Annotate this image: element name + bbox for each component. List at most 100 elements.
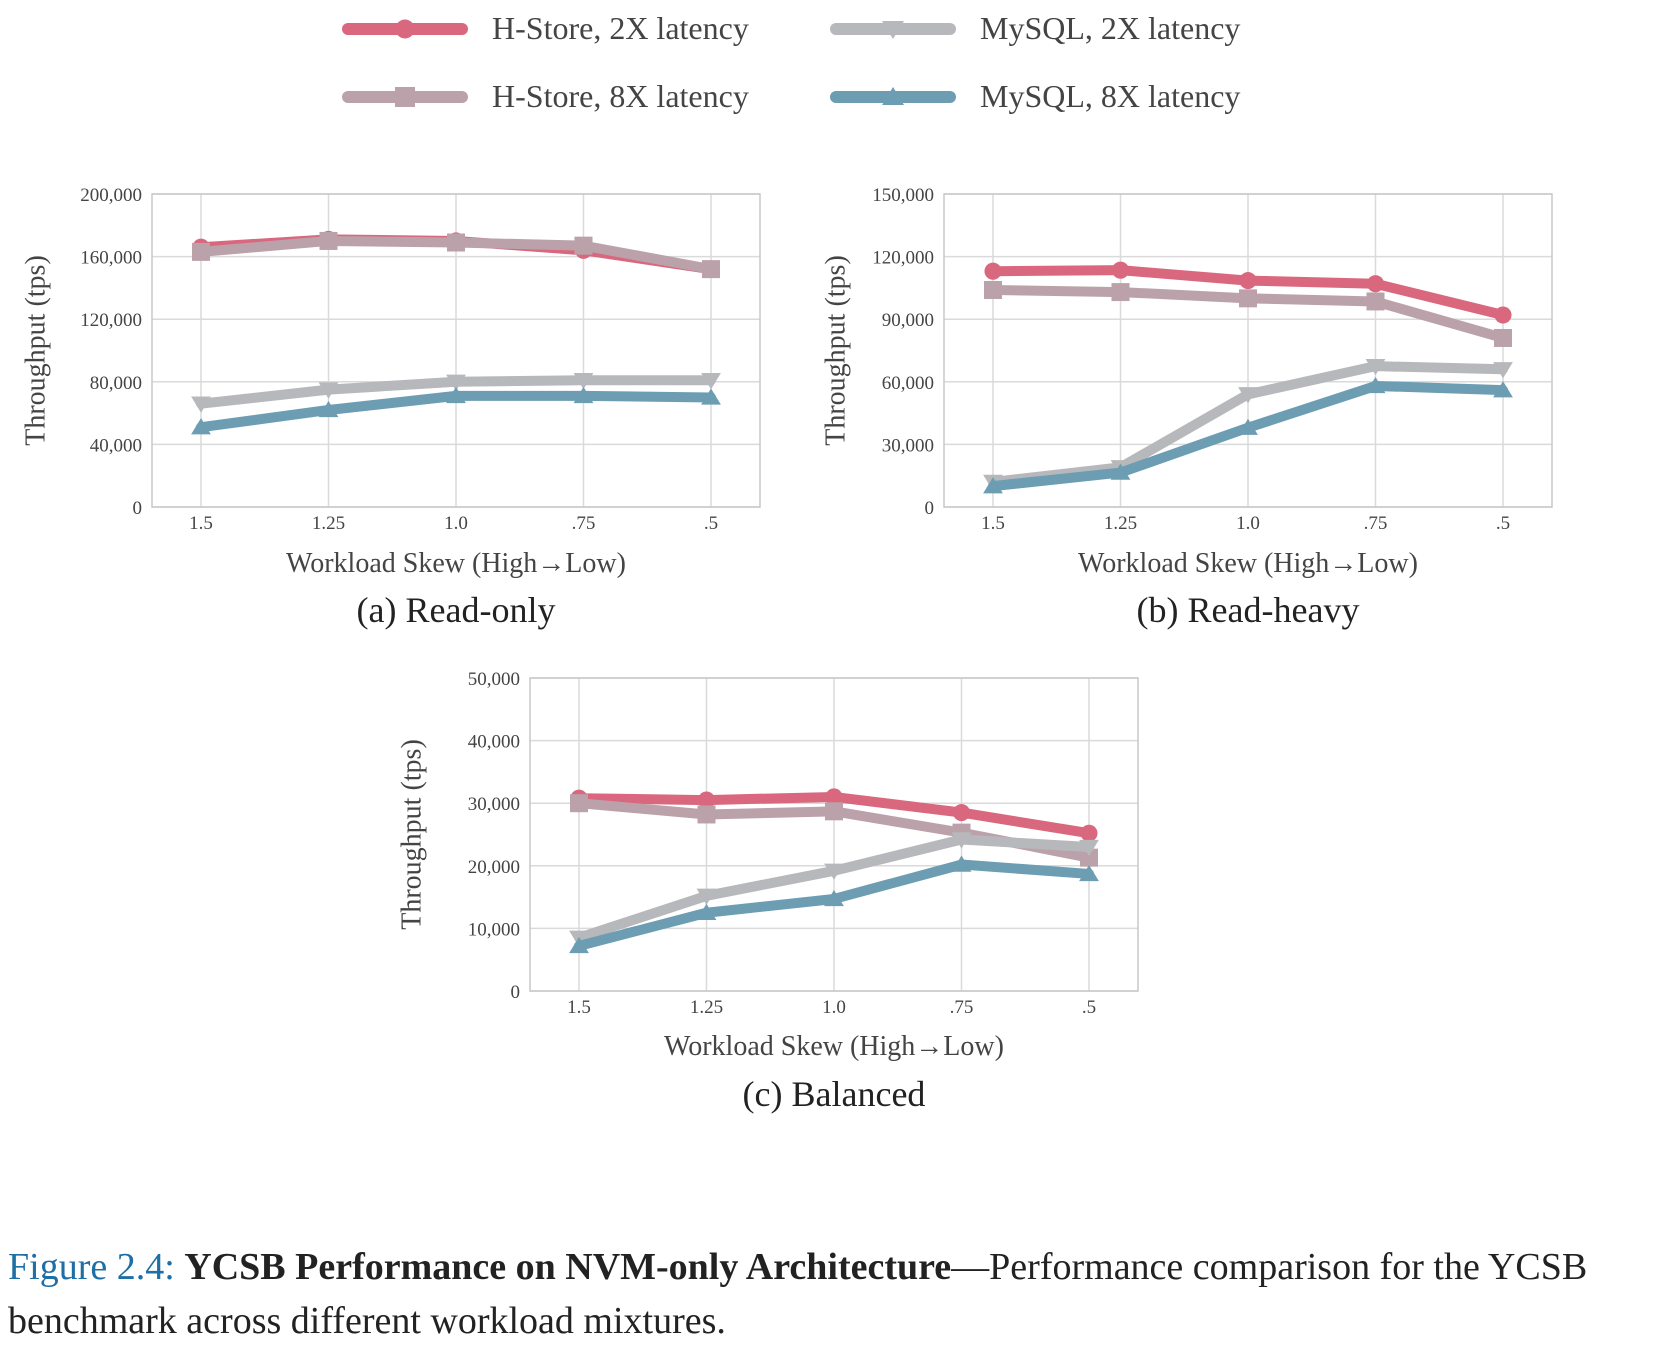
y-axis-label: Throughput (tps) <box>20 255 51 446</box>
data-point <box>574 236 593 255</box>
chart-panel-3: 0 10,000 20,000 30,000 40,000 50,000 1.5 1.25 1.… <box>396 669 1139 1114</box>
data-point <box>1366 292 1385 311</box>
chart-subtitle: (b) Read-heavy <box>1137 590 1360 630</box>
legend-marker <box>882 86 904 105</box>
y-tick-label: 80,000 <box>90 373 142 394</box>
y-tick-label: 0 <box>925 498 935 519</box>
legend-label-mysql-2x: MySQL, 2X latency <box>980 10 1241 46</box>
data-point <box>318 382 339 399</box>
x-tick-label: .75 <box>1364 513 1388 534</box>
legend-entry-hstore-2x: H-Store, 2X latency <box>340 10 749 47</box>
x-tick-label: .5 <box>704 513 718 534</box>
x-axis-label: Workload Skew (High→Low) <box>1078 548 1418 579</box>
data-point <box>1079 864 1099 882</box>
y-tick-label: 20,000 <box>468 857 520 878</box>
caption-title: YCSB Performance on NVM-only Architectur… <box>184 1246 952 1288</box>
legend-label-mysql-8x: MySQL, 8X latency <box>980 78 1241 114</box>
legend-marker <box>395 86 415 107</box>
data-point <box>1239 272 1257 290</box>
data-point <box>570 794 588 813</box>
data-point <box>825 788 843 806</box>
y-tick-label: 10,000 <box>468 919 520 940</box>
data-point <box>1238 418 1258 435</box>
data-point <box>192 242 210 261</box>
x-tick-label: 1.0 <box>1236 513 1260 534</box>
data-point <box>701 388 721 405</box>
series-h-store-2x-latency <box>984 261 1512 324</box>
series-h-store-8x-latency <box>984 280 1512 347</box>
legend-entry-hstore-8x: H-Store, 8X latency <box>340 78 749 115</box>
data-point <box>702 260 720 279</box>
x-tick-label: 1.5 <box>981 513 1005 534</box>
y-tick-label: 30,000 <box>882 435 934 456</box>
caption-text: —Performance comparison for the YCSB ben… <box>8 1246 1588 1342</box>
x-tick-label: 1.25 <box>1104 513 1137 534</box>
data-point <box>191 396 211 413</box>
legend-swatch-mysql-2x <box>830 20 956 39</box>
y-tick-label: 50,000 <box>468 669 520 690</box>
data-point <box>573 386 594 404</box>
data-point <box>1365 376 1386 394</box>
data-point <box>318 400 339 418</box>
data-point <box>984 280 1002 299</box>
plot-frame <box>943 193 1553 508</box>
chart-panel-1: 0 40,000 80,000 120,000 160,000 200,000 1.5 1.2… <box>20 185 761 630</box>
data-point <box>1111 261 1130 279</box>
data-point <box>569 936 589 954</box>
x-tick-label: 1.5 <box>567 997 591 1018</box>
data-point <box>446 386 466 404</box>
x-tick-label: 1.25 <box>312 513 345 534</box>
chart-legend: H-Store, 2X latency H-Store, 8X latency … <box>0 0 1664 150</box>
series-mysql-2x-latency <box>191 373 721 413</box>
data-point <box>951 855 972 872</box>
data-point <box>697 805 716 824</box>
data-point <box>1079 839 1099 857</box>
y-axis-label: Throughput (tps) <box>820 255 851 446</box>
series-mysql-8x-latency <box>983 376 1513 494</box>
y-tick-label: 90,000 <box>882 310 934 331</box>
series-mysql-8x-latency <box>569 855 1099 954</box>
series-mysql-2x-latency <box>569 832 1099 947</box>
chart-subtitle: (a) Read-only <box>357 590 556 630</box>
y-tick-label: 120,000 <box>80 310 142 331</box>
legend-entry-mysql-2x: MySQL, 2X latency <box>828 10 1240 47</box>
data-point <box>1494 306 1512 324</box>
data-point <box>1366 275 1385 293</box>
legend-swatch-hstore-8x <box>342 86 468 107</box>
data-point <box>824 863 844 880</box>
data-point <box>701 373 721 390</box>
data-point <box>1080 824 1098 842</box>
data-point <box>319 231 338 250</box>
y-axis-label: Throughput (tps) <box>396 739 427 930</box>
legend-label-hstore-2x: H-Store, 2X latency <box>492 10 749 46</box>
data-point <box>825 802 843 821</box>
data-point <box>696 888 717 905</box>
data-point <box>1080 848 1098 867</box>
data-point <box>984 262 1002 280</box>
y-tick-label: 40,000 <box>90 435 142 456</box>
y-tick-label: 60,000 <box>882 373 934 394</box>
data-point <box>696 903 717 920</box>
legend-marker <box>882 20 904 39</box>
data-point <box>1493 362 1513 379</box>
data-point <box>1494 328 1512 347</box>
data-point <box>191 418 211 435</box>
data-point <box>447 233 465 252</box>
chart-panel-2: 0 30,000 60,000 90,000 120,000 150,000 1.5 1.25… <box>820 185 1553 630</box>
y-tick-label: 40,000 <box>468 732 520 753</box>
caption-number: Figure 2.4: <box>8 1246 175 1288</box>
x-axis-label: Workload Skew (High→Low) <box>664 1031 1004 1062</box>
data-point <box>1111 283 1130 302</box>
data-point <box>1239 289 1257 308</box>
series-h-store-2x-latency <box>570 788 1098 842</box>
legend-label-hstore-8x: H-Store, 8X latency <box>492 78 749 114</box>
x-tick-label: 1.5 <box>189 513 213 534</box>
data-point <box>446 374 466 391</box>
y-tick-label: 200,000 <box>80 185 142 206</box>
series-h-store-8x-latency <box>192 231 720 279</box>
y-tick-label: 160,000 <box>80 248 142 269</box>
data-point <box>1365 358 1386 376</box>
data-point <box>697 791 716 809</box>
data-point <box>573 373 594 390</box>
y-tick-label: 120,000 <box>872 248 934 269</box>
